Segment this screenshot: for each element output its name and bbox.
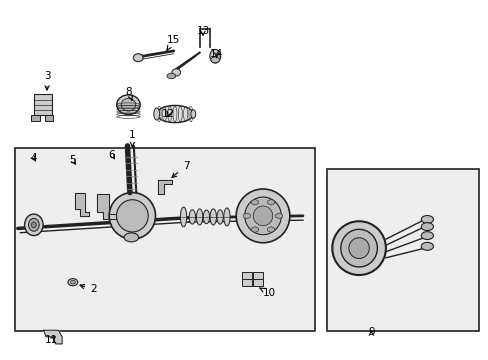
Polygon shape — [158, 180, 172, 194]
Ellipse shape — [420, 231, 432, 239]
Bar — [253, 279, 263, 286]
Text: 2: 2 — [80, 284, 97, 294]
Bar — [253, 272, 263, 279]
Ellipse shape — [190, 110, 195, 118]
Text: 10: 10 — [259, 288, 275, 298]
Ellipse shape — [420, 242, 432, 250]
Text: 6: 6 — [108, 150, 115, 160]
Ellipse shape — [420, 223, 432, 230]
Ellipse shape — [340, 229, 377, 267]
Bar — [242, 279, 251, 286]
Ellipse shape — [109, 193, 155, 239]
Text: 13: 13 — [196, 26, 209, 36]
Text: 7: 7 — [172, 161, 189, 177]
Bar — [15, 148, 315, 330]
Ellipse shape — [117, 95, 140, 114]
Bar — [242, 272, 251, 279]
Ellipse shape — [31, 222, 36, 228]
Ellipse shape — [348, 238, 368, 258]
Text: 5: 5 — [69, 155, 76, 165]
Ellipse shape — [154, 108, 159, 120]
Ellipse shape — [180, 207, 186, 227]
Bar — [327, 169, 478, 330]
Text: 9: 9 — [367, 327, 374, 337]
Text: 1: 1 — [129, 130, 135, 147]
Bar — [31, 115, 40, 121]
Ellipse shape — [236, 189, 289, 243]
Ellipse shape — [217, 210, 223, 224]
Ellipse shape — [124, 233, 139, 242]
Ellipse shape — [331, 221, 385, 275]
Ellipse shape — [166, 73, 175, 79]
Text: 8: 8 — [125, 87, 132, 100]
Polygon shape — [75, 193, 89, 216]
Ellipse shape — [171, 69, 180, 76]
Ellipse shape — [68, 279, 78, 286]
Ellipse shape — [121, 98, 136, 111]
Polygon shape — [97, 194, 117, 220]
Bar — [44, 115, 53, 121]
Ellipse shape — [196, 209, 203, 225]
Ellipse shape — [28, 219, 39, 231]
Ellipse shape — [116, 200, 148, 232]
Ellipse shape — [133, 54, 143, 62]
Ellipse shape — [210, 209, 216, 225]
Ellipse shape — [24, 214, 43, 235]
Ellipse shape — [224, 208, 230, 226]
Ellipse shape — [203, 210, 209, 224]
Text: 14: 14 — [210, 49, 223, 59]
Ellipse shape — [420, 216, 432, 224]
Text: 15: 15 — [166, 35, 180, 50]
Text: 12: 12 — [162, 109, 175, 119]
Polygon shape — [43, 330, 62, 344]
Bar — [34, 94, 52, 116]
Ellipse shape — [253, 206, 272, 226]
Text: 11: 11 — [45, 334, 59, 345]
Text: 4: 4 — [30, 153, 37, 163]
Ellipse shape — [210, 57, 219, 63]
Ellipse shape — [189, 210, 195, 224]
Ellipse shape — [70, 280, 75, 284]
Ellipse shape — [209, 49, 220, 63]
Ellipse shape — [157, 105, 193, 123]
Text: 3: 3 — [43, 71, 50, 90]
Ellipse shape — [244, 197, 281, 235]
